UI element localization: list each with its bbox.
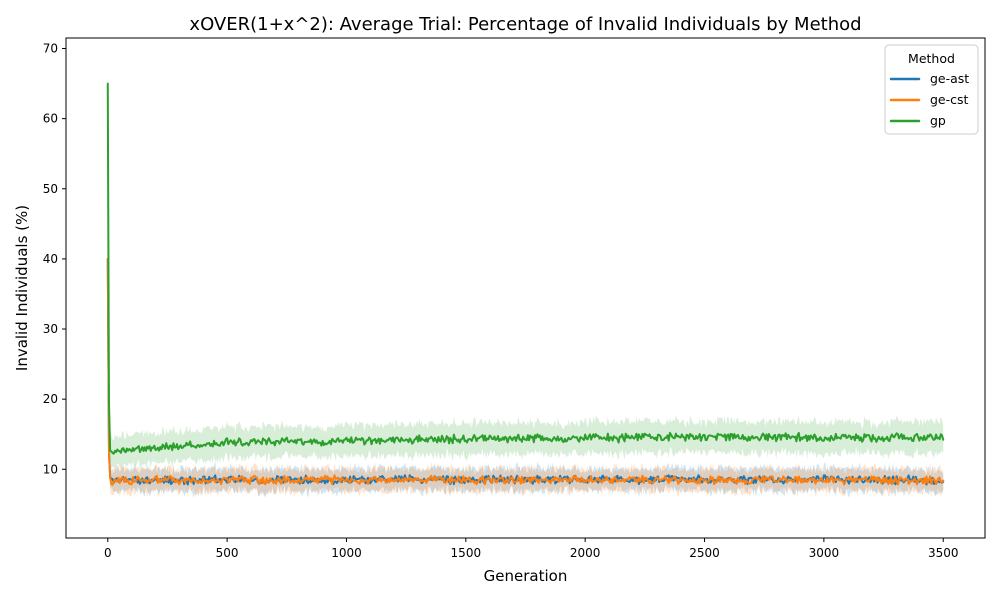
band-ge-ast	[107, 256, 944, 499]
y-tick-label: 30	[43, 322, 58, 336]
series-line-ge-cst	[106, 257, 945, 486]
x-tick-label: 3000	[809, 546, 840, 560]
x-axis-title: Generation	[484, 567, 568, 585]
legend-label-ge-ast: ge-ast	[930, 71, 969, 86]
legend-label-gp: gp	[930, 113, 946, 128]
y-tick-label: 60	[43, 112, 58, 126]
y-tick-label: 10	[43, 462, 58, 476]
y-tick-label: 50	[43, 182, 58, 196]
plot-area	[66, 38, 985, 538]
legend-title: Method	[908, 51, 955, 66]
y-tick-label: 70	[43, 42, 58, 56]
band-gp	[107, 81, 944, 471]
legend-label-ge-cst: ge-cst	[930, 92, 969, 107]
y-tick-label: 40	[43, 252, 58, 266]
plot-frame	[65, 37, 986, 539]
x-tick-label: 1000	[331, 546, 362, 560]
x-tick-label: 0	[104, 546, 112, 560]
x-tick-label: 2500	[689, 546, 720, 560]
x-tick-label: 500	[216, 546, 239, 560]
chart-title: xOVER(1+x^2): Average Trial: Percentage …	[189, 14, 861, 35]
y-axis-title: Invalid Individuals (%)	[13, 205, 31, 371]
x-tick-label: 2000	[570, 546, 601, 560]
legend-box	[884, 44, 979, 135]
band-ge-cst	[107, 256, 944, 499]
x-tick-label: 3500	[928, 546, 959, 560]
x-tick-label: 1500	[451, 546, 482, 560]
series-line-gp	[106, 82, 945, 455]
y-tick-label: 20	[43, 392, 58, 406]
